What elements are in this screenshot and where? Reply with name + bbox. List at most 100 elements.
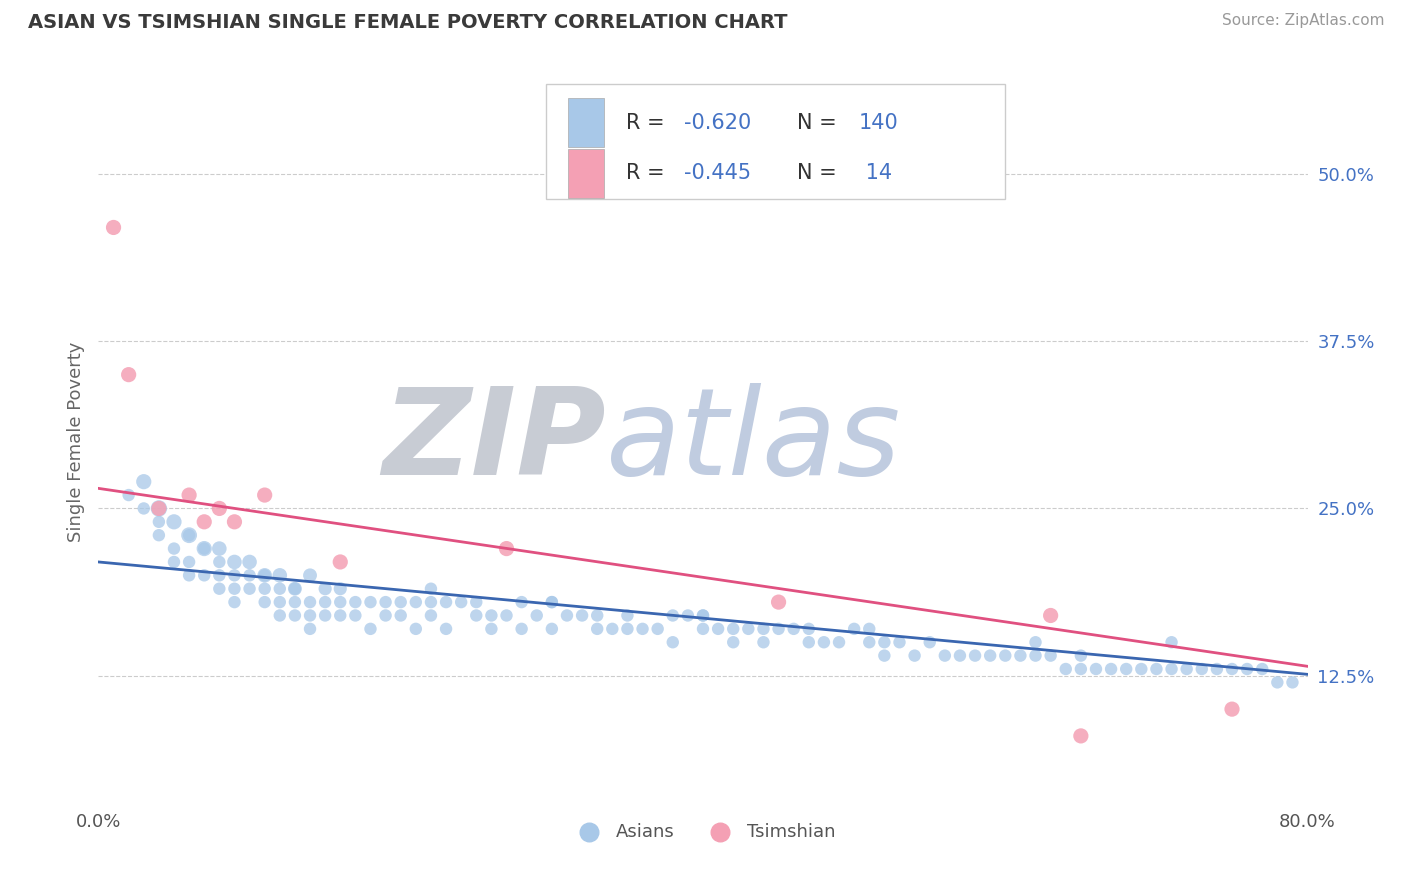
Point [555, 608, 578, 623]
Point [692, 608, 714, 623]
Point [253, 568, 276, 582]
Point [284, 595, 307, 609]
Point [163, 515, 186, 529]
Point [208, 555, 231, 569]
Point [253, 595, 276, 609]
Point [661, 635, 683, 649]
Point [661, 608, 683, 623]
Point [163, 541, 186, 556]
Point [873, 635, 896, 649]
Point [148, 515, 170, 529]
Point [148, 501, 170, 516]
Point [179, 555, 201, 569]
Point [329, 595, 352, 609]
Point [329, 582, 352, 596]
Point [1024, 635, 1046, 649]
Point [299, 595, 322, 609]
Point [420, 595, 443, 609]
Point [344, 608, 367, 623]
Point [571, 608, 593, 623]
Text: N =: N = [797, 113, 844, 133]
Text: Source: ZipAtlas.com: Source: ZipAtlas.com [1222, 13, 1385, 29]
Point [299, 608, 322, 623]
Point [269, 582, 291, 596]
Point [253, 568, 276, 582]
Point [224, 582, 246, 596]
Point [1206, 662, 1229, 676]
Point [193, 568, 215, 582]
Text: 14: 14 [859, 163, 891, 184]
Point [1236, 662, 1258, 676]
Point [420, 582, 443, 596]
Point [360, 595, 382, 609]
Point [314, 582, 336, 596]
Point [858, 635, 880, 649]
Point [813, 635, 835, 649]
Text: -0.620: -0.620 [683, 113, 751, 133]
Point [163, 555, 186, 569]
Point [420, 608, 443, 623]
Point [783, 622, 806, 636]
Point [1191, 662, 1213, 676]
Point [208, 568, 231, 582]
Point [828, 635, 851, 649]
Point [495, 541, 517, 556]
Point [676, 608, 699, 623]
Point [858, 622, 880, 636]
Point [526, 608, 548, 623]
Point [118, 368, 141, 382]
Point [314, 608, 336, 623]
Point [1281, 675, 1303, 690]
Point [269, 595, 291, 609]
Point [949, 648, 972, 663]
Text: R =: R = [626, 113, 671, 133]
Point [374, 608, 396, 623]
Point [239, 582, 262, 596]
Point [692, 608, 714, 623]
Point [299, 622, 322, 636]
Point [1144, 662, 1167, 676]
Point [118, 488, 141, 502]
Point [329, 555, 352, 569]
Point [389, 595, 412, 609]
Point [239, 568, 262, 582]
Point [1070, 729, 1092, 743]
Point [465, 608, 488, 623]
Point [405, 595, 427, 609]
Point [148, 528, 170, 542]
Point [208, 582, 231, 596]
Point [405, 622, 427, 636]
Point [360, 622, 382, 636]
Point [797, 635, 820, 649]
Point [193, 515, 215, 529]
Point [934, 648, 956, 663]
Point [1070, 662, 1092, 676]
Point [737, 622, 759, 636]
Point [253, 488, 276, 502]
Point [1251, 662, 1274, 676]
Point [179, 528, 201, 542]
Point [253, 582, 276, 596]
Point [889, 635, 911, 649]
Point [344, 595, 367, 609]
Point [148, 501, 170, 516]
Point [284, 582, 307, 596]
Point [1099, 662, 1122, 676]
Point [1160, 635, 1182, 649]
Point [495, 608, 517, 623]
Point [797, 622, 820, 636]
Point [1010, 648, 1032, 663]
Text: -0.445: -0.445 [683, 163, 751, 184]
Point [1267, 675, 1289, 690]
FancyBboxPatch shape [568, 149, 603, 198]
Point [465, 595, 488, 609]
Text: ZIP: ZIP [382, 383, 606, 500]
Point [314, 595, 336, 609]
Point [1039, 608, 1062, 623]
Point [768, 622, 790, 636]
Text: R =: R = [626, 163, 671, 184]
FancyBboxPatch shape [546, 84, 1005, 200]
Y-axis label: Single Female Poverty: Single Female Poverty [66, 342, 84, 541]
Point [586, 622, 609, 636]
Point [510, 595, 533, 609]
